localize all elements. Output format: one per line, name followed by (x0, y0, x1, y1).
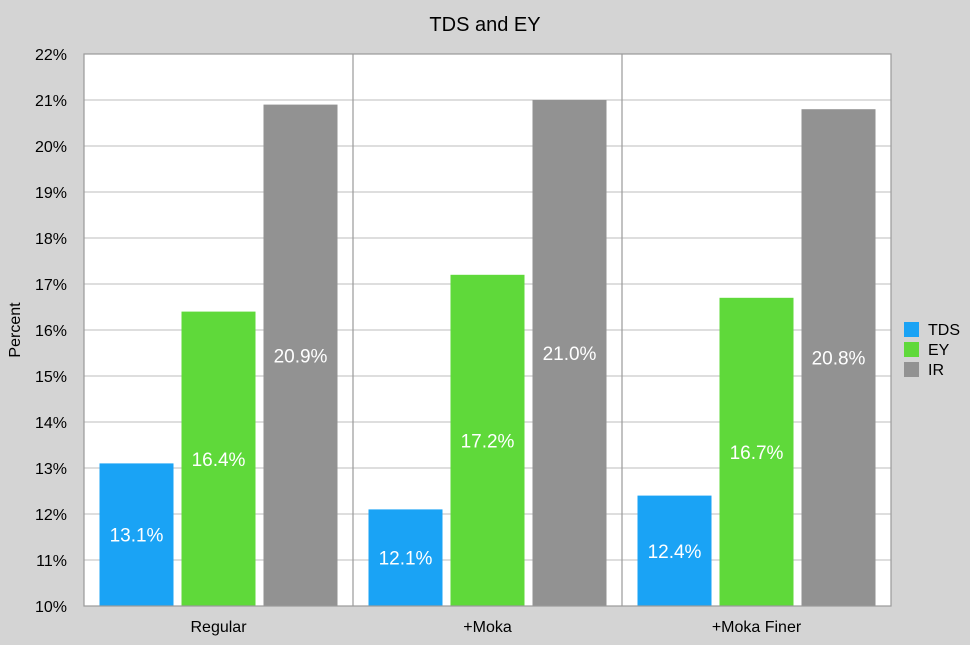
legend-label-tds: TDS (928, 322, 960, 339)
data-label: 16.7% (730, 443, 784, 464)
y-tick-label: 20% (35, 139, 67, 156)
data-label: 16.4% (192, 450, 246, 471)
bar-ey (719, 297, 794, 606)
legend-swatch-ey (904, 342, 919, 357)
data-label: 20.8% (812, 349, 866, 370)
plot-border (83, 53, 892, 607)
bar-ey (181, 311, 256, 606)
bar-ey (450, 274, 525, 606)
legend-label-ir: IR (928, 362, 944, 379)
y-tick-label: 16% (35, 323, 67, 340)
data-label: 12.1% (379, 549, 433, 570)
x-tick-label: +Moka Finer (712, 619, 802, 636)
data-label: 12.4% (648, 542, 702, 563)
y-tick-label: 13% (35, 461, 67, 478)
x-tick-label: +Moka (463, 619, 512, 636)
x-tick-label: Regular (190, 619, 247, 636)
bar-tds (368, 509, 443, 606)
y-tick-label: 14% (35, 415, 67, 432)
chart-title: TDS and EY (429, 14, 540, 36)
y-tick-label: 11% (36, 553, 67, 570)
y-axis-label: Percent (7, 302, 24, 358)
y-tick-label: 15% (35, 369, 67, 386)
legend-label-ey: EY (928, 342, 950, 359)
data-label: 17.2% (461, 431, 515, 452)
bar-tds (99, 463, 174, 606)
bar-tds (637, 495, 712, 606)
y-tick-label: 18% (35, 231, 67, 248)
bar-ir (263, 104, 338, 606)
bar-ir (532, 100, 607, 606)
y-tick-label: 21% (35, 93, 67, 110)
data-label: 13.1% (110, 526, 164, 547)
legend-swatch-ir (904, 362, 919, 377)
plot-area: 10% 11% 12% 13% 14% 15% 16% 17% 18% 19% 20% 21% 22% 1… (35, 47, 892, 636)
data-label: 21.0% (543, 344, 597, 365)
y-tick-label: 12% (35, 507, 67, 524)
legend-swatch-tds (904, 322, 919, 337)
y-tick-label: 19% (35, 185, 67, 202)
y-tick-label: 22% (35, 47, 67, 64)
bar-ir (801, 109, 876, 606)
data-label: 20.9% (274, 346, 328, 367)
legend: TDS EY IR (904, 322, 960, 379)
y-tick-label: 10% (35, 599, 67, 616)
y-tick-label: 17% (35, 277, 67, 294)
